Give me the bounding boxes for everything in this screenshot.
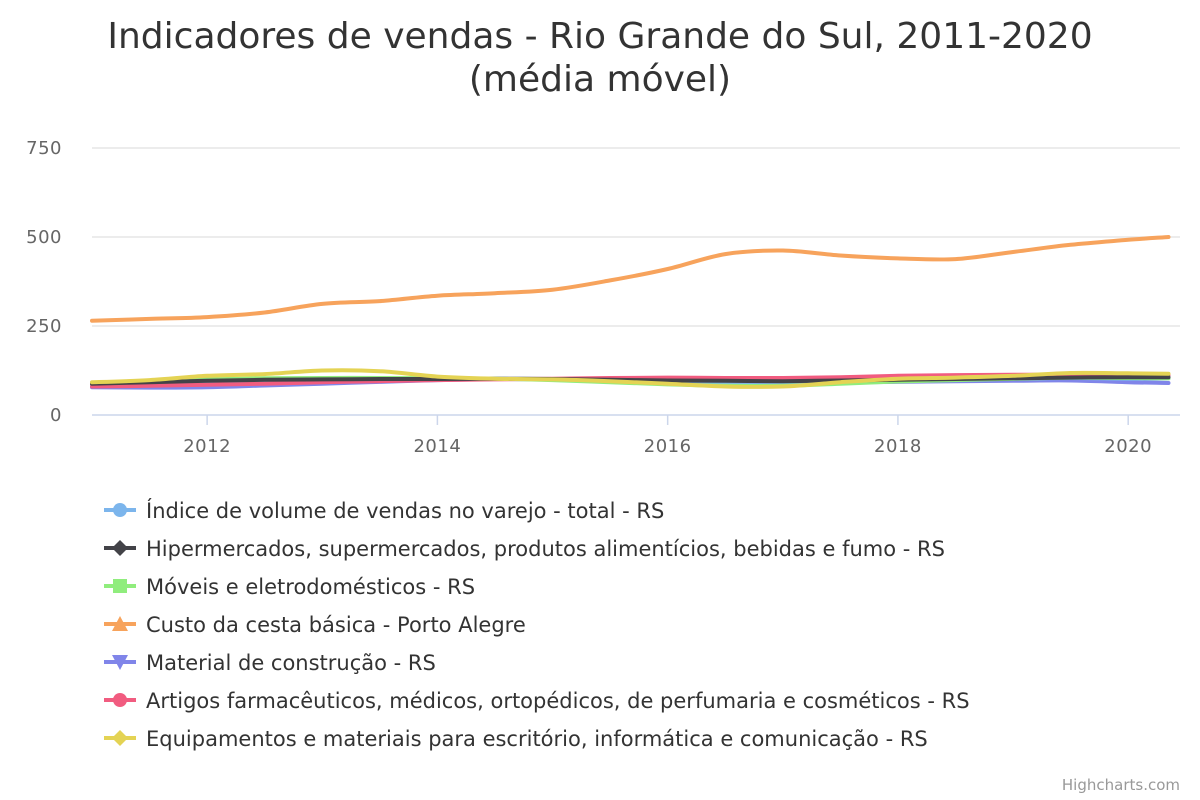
square-marker-icon — [113, 579, 127, 593]
credits-link[interactable]: Highcharts.com — [1062, 776, 1180, 794]
diamond-marker-icon — [112, 540, 128, 556]
legend-label: Custo da cesta básica - Porto Alegre — [146, 613, 526, 637]
x-axis-ticks: 2012 2014 2016 2018 2020 — [183, 415, 1152, 457]
legend-item[interactable]: Índice de volume de vendas no varejo - t… — [104, 498, 664, 523]
triangle-down-marker-icon — [112, 655, 128, 670]
legend-label: Hipermercados, supermercados, produtos a… — [146, 537, 945, 561]
y-tick-label: 250 — [26, 316, 62, 337]
series-lines — [90, 235, 1171, 390]
legend-item[interactable]: Móveis e eletrodomésticos - RS — [104, 575, 475, 599]
x-tick-label: 2020 — [1104, 436, 1152, 457]
diamond-marker-icon — [112, 730, 128, 746]
y-tick-label: 750 — [26, 138, 62, 159]
legend-item[interactable]: Equipamentos e materiais para escritório… — [104, 727, 928, 751]
legend: Índice de volume de vendas no varejo - t… — [104, 498, 970, 751]
y-axis-ticks: 0 250 500 750 — [26, 138, 62, 426]
circle-marker-icon — [113, 503, 127, 517]
legend-label: Material de construção - RS — [146, 651, 436, 675]
legend-label: Equipamentos e materiais para escritório… — [146, 727, 928, 751]
chart-subtitle: (média móvel) — [469, 59, 731, 100]
legend-label: Artigos farmacêuticos, médicos, ortopédi… — [146, 689, 970, 713]
series-line-2 — [90, 375, 1171, 386]
x-tick-label: 2016 — [644, 436, 692, 457]
x-tick-label: 2014 — [413, 436, 461, 457]
grid — [92, 147, 1180, 416]
chart-title: Indicadores de vendas - Rio Grande do Su… — [107, 16, 1092, 57]
legend-item[interactable]: Artigos farmacêuticos, médicos, ortopédi… — [104, 689, 970, 713]
legend-label: Índice de volume de vendas no varejo - t… — [146, 498, 664, 523]
circle-marker-icon — [113, 693, 127, 707]
series-line-4 — [90, 235, 1171, 323]
legend-label: Móveis e eletrodomésticos - RS — [146, 575, 475, 599]
triangle-marker-icon — [112, 616, 128, 631]
y-tick-label: 0 — [50, 405, 62, 426]
x-tick-label: 2018 — [874, 436, 922, 457]
series-line-7 — [90, 368, 1171, 389]
y-tick-label: 500 — [26, 227, 62, 248]
legend-item[interactable]: Hipermercados, supermercados, produtos a… — [104, 537, 945, 561]
legend-item[interactable]: Custo da cesta básica - Porto Alegre — [104, 613, 526, 637]
x-tick-label: 2012 — [183, 436, 231, 457]
legend-item[interactable]: Material de construção - RS — [104, 651, 436, 675]
